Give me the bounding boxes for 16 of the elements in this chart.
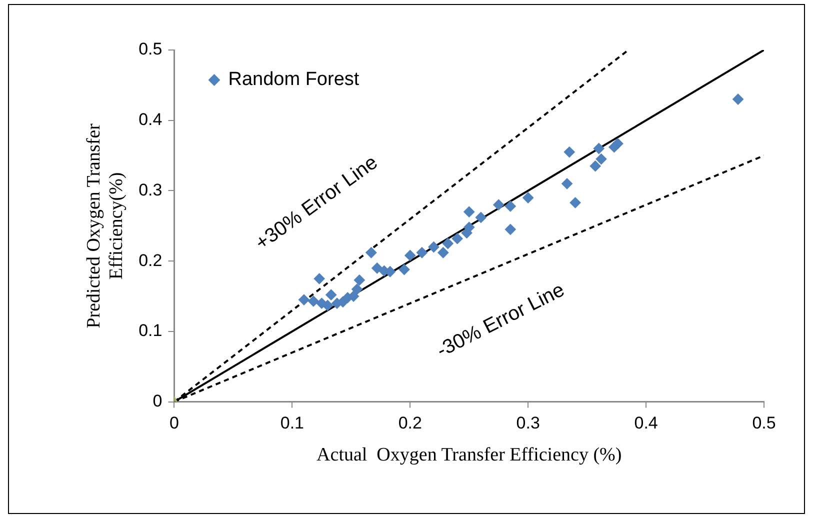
y-tick-label: 0.2 — [138, 250, 162, 270]
annotation: -30% Error Line — [433, 278, 568, 362]
legend-label: Random Forest — [228, 69, 360, 90]
y-tick-label: 0.4 — [138, 110, 162, 130]
x-tick-label: 0.3 — [516, 414, 540, 433]
y-tick-label: 0.3 — [138, 180, 162, 200]
x-tick-label: 0.5 — [752, 414, 776, 433]
y-axis-title: Predicted Oxygen Transfer Efficiency(%) — [83, 122, 128, 328]
y-tick-label: 0 — [152, 391, 162, 410]
y-tick-label: 0.5 — [138, 40, 162, 59]
x-tick-label: 0.2 — [398, 414, 422, 433]
x-axis-title: Actual Oxygen Transfer Efficiency (%) — [316, 444, 622, 466]
x-tick-label: 0.1 — [280, 414, 304, 433]
y-tick-label: 0.1 — [138, 321, 162, 340]
x-tick-label: 0.4 — [634, 414, 658, 433]
x-tick-label: 0 — [170, 414, 179, 433]
